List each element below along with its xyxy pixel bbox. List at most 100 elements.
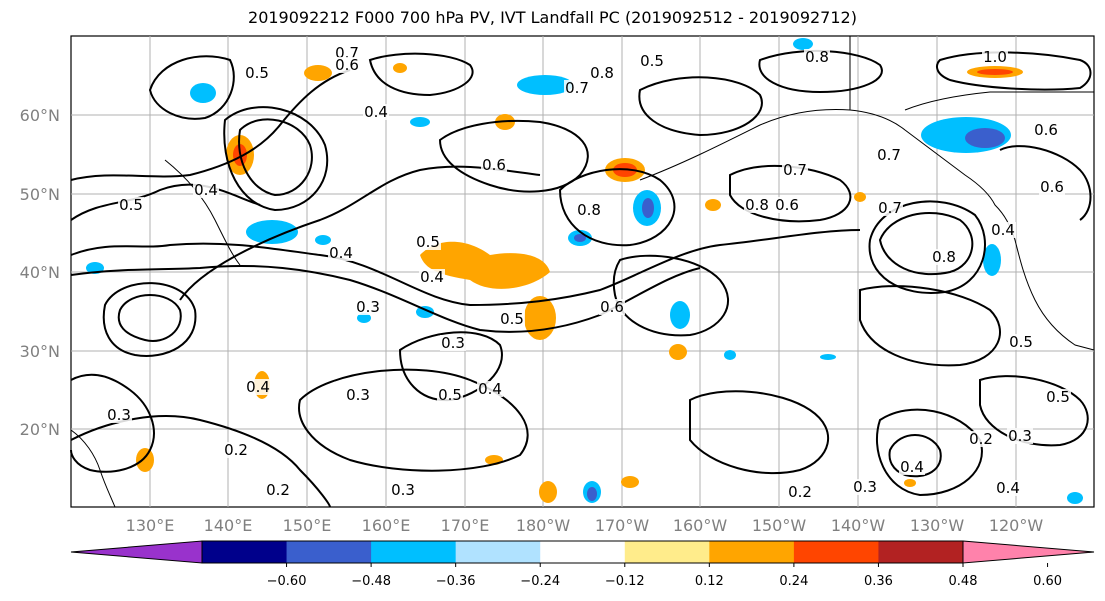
longitude-tick-label: 160°E xyxy=(362,516,411,535)
longitude-tick-label: 130°W xyxy=(910,516,965,535)
contour-value-label: 0.4 xyxy=(420,268,444,286)
colorbar-segment xyxy=(286,541,372,563)
contour-value-label: 0.5 xyxy=(119,196,143,214)
contour-value-label: 0.4 xyxy=(246,378,270,396)
contour-value-label: 0.4 xyxy=(194,181,218,199)
latitude-axis: 60°N 50°N 40°N 30°N 20°N xyxy=(20,106,60,439)
positive-anomaly-region xyxy=(705,199,721,211)
negative-anomaly-region xyxy=(410,117,430,127)
map-title: 2019092212 F000 700 hPa PV, IVT Landfall… xyxy=(248,8,857,27)
colorbar-segment xyxy=(540,541,626,563)
contour-value-label: 1.0 xyxy=(983,48,1007,66)
longitude-tick-label: 130°E xyxy=(126,516,175,535)
negative-anomaly-region xyxy=(246,220,298,244)
negative-anomaly-region xyxy=(517,75,573,95)
negative-anomaly-region xyxy=(190,83,216,103)
colorbar-tick-label: −0.60 xyxy=(267,574,307,589)
positive-anomaly-region xyxy=(420,241,550,289)
colorbar-tick-label: −0.48 xyxy=(351,574,391,589)
contour-value-label: 0.5 xyxy=(640,52,664,70)
contour-value-label: 0.6 xyxy=(335,56,359,74)
longitude-tick-label: 180°W xyxy=(516,516,571,535)
longitude-tick-label: 160°W xyxy=(673,516,728,535)
contour-value-label: 0.7 xyxy=(783,161,807,179)
contour-value-label: 0.7 xyxy=(878,199,902,217)
contour-value-label: 0.5 xyxy=(1009,333,1033,351)
contour-value-label: 0.4 xyxy=(329,244,353,262)
contour-value-label: 0.8 xyxy=(805,48,829,66)
contour-value-label: 0.4 xyxy=(364,103,388,121)
contour-value-label: 0.3 xyxy=(346,386,370,404)
negative-anomaly-region xyxy=(793,38,813,50)
contour-value-label: 0.5 xyxy=(500,310,524,328)
contour-value-label: 0.4 xyxy=(996,479,1020,497)
negative-anomaly-region xyxy=(724,350,736,360)
negative-anomaly-region xyxy=(983,244,1001,276)
contour-value-label: 0.3 xyxy=(853,478,877,496)
contour-value-label: 0.8 xyxy=(590,64,614,82)
contour-value-label: 0.2 xyxy=(969,430,993,448)
colorbar-segment xyxy=(624,541,710,563)
contour-value-label: 0.8 xyxy=(745,196,769,214)
negative-anomaly-region xyxy=(820,354,836,360)
contour-value-label: 0.5 xyxy=(245,64,269,82)
contour-value-label: 0.6 xyxy=(1040,178,1064,196)
positive-anomaly-region xyxy=(136,448,154,472)
colorbar-tick-label: −0.36 xyxy=(436,574,476,589)
contour-value-label: 0.5 xyxy=(416,233,440,251)
longitude-tick-label: 140°W xyxy=(831,516,886,535)
colorbar-tick-label: 0.36 xyxy=(864,574,893,589)
negative-anomaly-core xyxy=(574,234,586,242)
colorbar-min-extension xyxy=(70,540,203,564)
colorbar-tick-label: 0.24 xyxy=(779,574,808,589)
positive-anomaly-region xyxy=(304,65,332,81)
positive-anomaly-region xyxy=(904,479,916,487)
coastlines xyxy=(70,36,1095,508)
longitude-axis: 130°E 140°E 150°E 160°E 170°E 180°W 170°W 160°W… xyxy=(126,516,1044,535)
contour-value-label: 0.6 xyxy=(1034,121,1058,139)
negative-anomaly-region xyxy=(670,301,690,329)
positive-anomaly-region xyxy=(854,192,866,202)
colorbar-segment xyxy=(202,541,288,563)
contour-value-label: 0.8 xyxy=(932,248,956,266)
positive-anomaly-region xyxy=(669,344,687,360)
longitude-tick-label: 170°W xyxy=(595,516,650,535)
contour-value-label: 0.3 xyxy=(1008,427,1032,445)
colorbar: −0.60 −0.48 −0.36 −0.24 −0.12 0.12 0.24 0.36 0.4… xyxy=(70,540,1095,589)
negative-anomaly-region xyxy=(357,313,371,323)
contour-value-label: 0.2 xyxy=(224,441,248,459)
latitude-tick-label: 60°N xyxy=(20,106,60,125)
negative-anomaly-core xyxy=(587,487,597,501)
colorbar-tick-label: 0.60 xyxy=(1033,574,1062,589)
contour-labels: 0.70.60.50.40.60.80.70.80.50.60.50.40.30… xyxy=(106,44,1071,501)
colorbar-segment xyxy=(371,541,457,563)
positive-anomaly-region xyxy=(539,481,557,503)
colorbar-tick-label: −0.24 xyxy=(520,574,560,589)
contour-value-label: 0.7 xyxy=(565,79,589,97)
colorbar-segment xyxy=(793,541,879,563)
positive-anomaly-region xyxy=(621,476,639,488)
contour-value-label: 0.6 xyxy=(482,156,506,174)
longitude-tick-label: 150°E xyxy=(283,516,332,535)
latitude-tick-label: 50°N xyxy=(20,185,60,204)
contour-value-label: 0.2 xyxy=(788,483,812,501)
latitude-tick-label: 30°N xyxy=(20,342,60,361)
shaded-anomalies xyxy=(86,38,1083,504)
contour-value-label: 0.7 xyxy=(877,146,901,164)
negative-anomaly-core xyxy=(642,198,654,218)
colorbar-tick-label: 0.48 xyxy=(949,574,978,589)
positive-anomaly-core xyxy=(977,69,1013,75)
positive-anomaly-region xyxy=(393,63,407,73)
contour-value-label: 0.4 xyxy=(900,458,924,476)
contour-value-label: 0.4 xyxy=(478,380,502,398)
contour-value-label: 0.6 xyxy=(600,298,624,316)
contour-value-label: 0.5 xyxy=(438,386,462,404)
negative-anomaly-region xyxy=(1067,492,1083,504)
contour-value-label: 0.4 xyxy=(991,221,1015,239)
colorbar-segment xyxy=(709,541,795,563)
pv-contours xyxy=(70,49,1092,508)
longitude-tick-label: 150°W xyxy=(752,516,807,535)
colorbar-tick-label: 0.12 xyxy=(695,574,724,589)
contour-value-label: 0.8 xyxy=(577,201,601,219)
